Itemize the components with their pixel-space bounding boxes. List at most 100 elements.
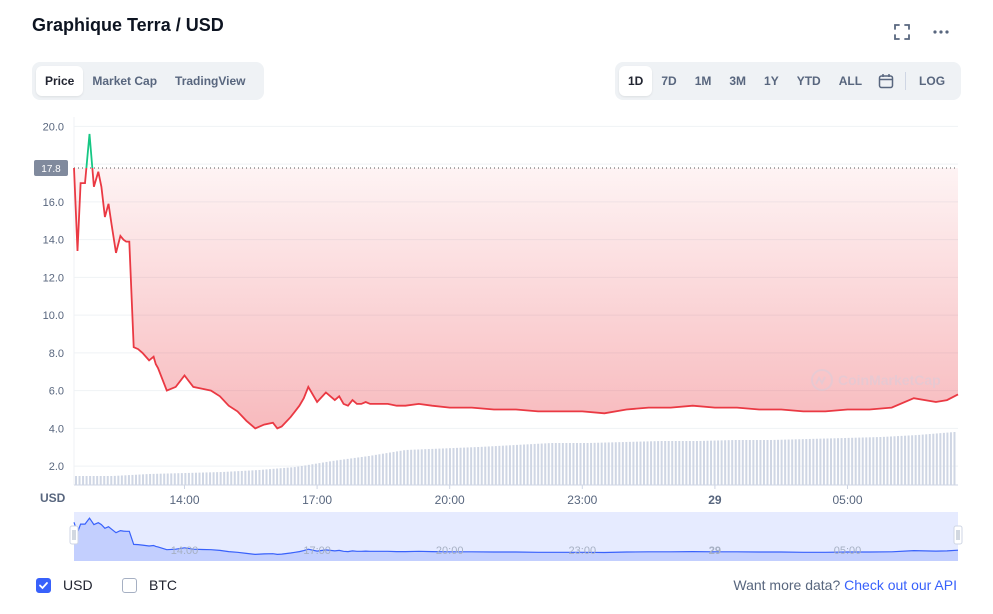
tab-price[interactable]: Price: [36, 66, 84, 96]
y-tick-label: 8.0: [49, 348, 64, 360]
volume-bar: [812, 438, 815, 485]
volume-bar: [678, 441, 681, 485]
navigator-tick-label: 17:00: [303, 545, 331, 557]
volume-bar: [470, 447, 473, 485]
volume-bar: [935, 433, 938, 485]
volume-bar: [805, 439, 808, 485]
volume-bar: [547, 443, 550, 485]
volume-bar: [766, 440, 769, 485]
volume-bar: [759, 440, 762, 485]
price-chart[interactable]: 2.04.06.08.010.012.014.016.018.020.0 17.…: [0, 105, 993, 567]
calendar-icon[interactable]: [871, 66, 901, 96]
volume-bar: [921, 434, 924, 485]
volume-bar: [152, 473, 155, 485]
volume-bar: [75, 476, 77, 485]
volume-bar: [572, 443, 575, 485]
more-icon[interactable]: [931, 22, 951, 42]
volume-bar: [346, 458, 349, 485]
range-1y[interactable]: 1Y: [764, 74, 779, 88]
range-divider: [905, 72, 907, 90]
volume-bar: [92, 476, 95, 485]
volume-bar: [808, 438, 811, 485]
volume-bar: [893, 436, 896, 485]
volume-bar: [561, 443, 564, 485]
volume-bar: [413, 449, 416, 485]
volume-bar: [120, 475, 123, 485]
range-ytd[interactable]: YTD: [796, 74, 821, 88]
volume-bar: [276, 468, 279, 485]
volume-bar: [477, 447, 480, 485]
volume-bar: [410, 449, 413, 485]
volume-bar: [261, 469, 264, 485]
volume-bar: [611, 442, 614, 485]
volume-bar: [216, 472, 219, 485]
fullscreen-icon[interactable]: [892, 22, 912, 42]
volume-bar: [258, 469, 261, 485]
volume-bar: [300, 465, 303, 485]
volume-bar: [269, 469, 272, 485]
log-toggle[interactable]: LOG: [919, 74, 946, 88]
volume-bar: [791, 439, 794, 485]
currency-usd[interactable]: USD: [36, 574, 93, 596]
api-link[interactable]: Check out our API: [844, 577, 957, 593]
volume-bar: [621, 442, 624, 485]
x-tick-label: 17:00: [302, 493, 332, 507]
volume-bar: [660, 441, 663, 485]
volume-bar: [251, 470, 254, 485]
y-tick-label: 14.0: [43, 235, 64, 247]
volume-bar: [290, 467, 293, 485]
range-navigator[interactable]: 14:00 17:00 20:00 23:00 29 05:00: [69, 512, 963, 561]
tab-market-cap[interactable]: Market Cap: [92, 74, 158, 88]
volume-bar: [403, 450, 406, 485]
volume-bar: [699, 440, 702, 485]
btc-label: BTC: [149, 577, 177, 593]
volume-bar: [78, 476, 81, 485]
volume-bar: [946, 432, 949, 485]
range-all[interactable]: ALL: [838, 74, 863, 88]
volume-bar: [371, 455, 374, 485]
volume-bar: [170, 473, 173, 485]
volume-bar: [762, 440, 765, 485]
watermark: CoinMarketCap: [811, 369, 941, 391]
y-tick-label: 10.0: [43, 310, 64, 322]
range-7d[interactable]: 7D: [661, 74, 677, 88]
btc-checkbox[interactable]: [122, 577, 137, 593]
watermark-text: CoinMarketCap: [838, 372, 941, 388]
volume-bar: [396, 451, 399, 485]
volume-bar: [868, 437, 871, 485]
navigator-tick-label: 14:00: [171, 545, 199, 557]
range-1m[interactable]: 1M: [694, 74, 712, 88]
volume-bar: [731, 440, 734, 485]
range-1d[interactable]: 1D: [619, 66, 653, 96]
currency-btc[interactable]: BTC: [122, 574, 177, 596]
volume-bar: [205, 472, 208, 485]
volume-bar: [367, 456, 370, 485]
page-title: Graphique Terra / USD: [32, 15, 224, 35]
api-text: Want more data?: [733, 577, 841, 593]
usd-checkbox[interactable]: [36, 577, 51, 593]
volume-bar: [734, 440, 737, 485]
volume-bar: [466, 447, 469, 485]
volume-bar: [283, 467, 286, 485]
volume-bar: [311, 464, 314, 485]
navigator-handle-right[interactable]: [953, 525, 963, 545]
volume-bar: [212, 472, 215, 485]
tab-tradingview[interactable]: TradingView: [175, 74, 246, 88]
reference-price-label: 17.8: [41, 164, 61, 175]
volume-bar: [254, 470, 257, 485]
volume-bar: [163, 473, 166, 485]
volume-bar: [604, 442, 607, 485]
volume-bar: [103, 476, 106, 485]
volume-bar: [720, 440, 723, 485]
volume-bar: [480, 446, 483, 485]
volume-bar: [501, 445, 504, 485]
range-3m[interactable]: 3M: [729, 74, 747, 88]
volume-bar: [664, 441, 667, 485]
volume-bar: [516, 444, 518, 485]
navigator-handle-left[interactable]: [69, 525, 79, 545]
volume-bar: [343, 459, 346, 485]
volume-bar: [452, 448, 455, 485]
volume-bar: [752, 440, 755, 485]
volume-bar: [99, 476, 102, 485]
volume-bar: [879, 437, 882, 485]
